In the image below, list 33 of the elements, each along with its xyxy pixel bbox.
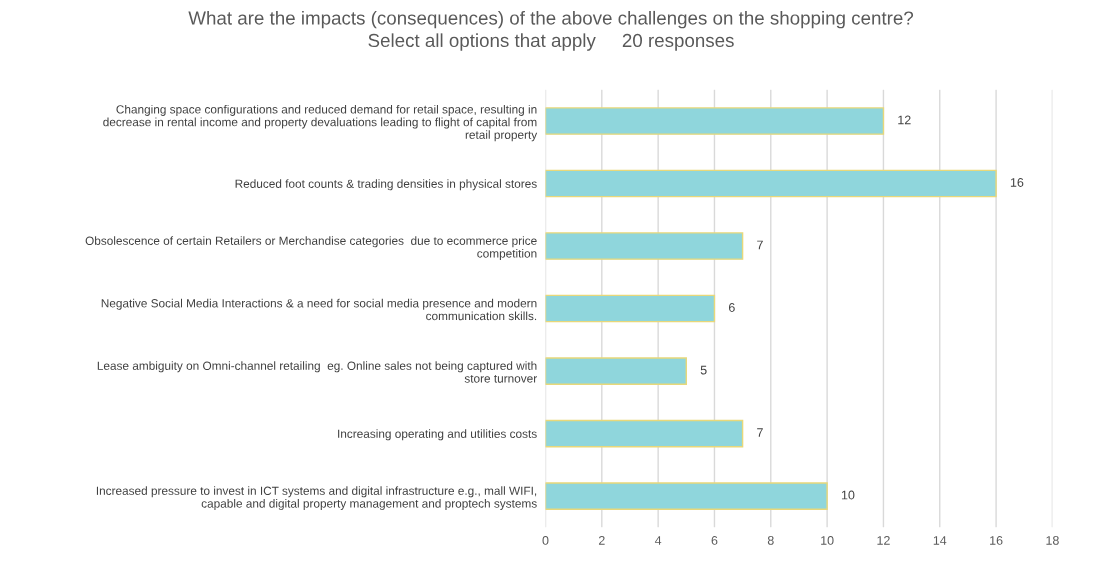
x-tick-label: 12 [877,536,890,545]
x-tick-label: 2 [598,536,605,545]
bar [545,482,828,510]
x-tick-label: 4 [654,536,662,545]
chart-title: What are the impacts (consequences) of the above challenges on the shopping centre? [188,10,914,29]
x-tick-label: 0 [542,536,549,545]
y-tick-label: Lease ambiguity on Omni-channel retailing eg. Online sales not being captured with store turnover [97,361,537,383]
x-tick-label: 10 [821,536,834,545]
data-label: 16 [1010,178,1024,187]
data-label: 12 [898,115,911,125]
bar [545,357,687,385]
bar [545,419,744,448]
x-tick-label: 18 [1046,536,1059,545]
bar [545,169,997,198]
y-tick-label: Reduced foot counts & trading densities in physical stores [235,179,537,191]
y-tick-label: Increasing operating and utilities costs [338,429,537,441]
bar [545,294,716,323]
x-tick-label: 16 [990,536,1003,545]
y-tick-label: Changing space configurations and reduced demand for retail space, resulting in decrease in rental income and property devaluations leading to flight of capital from retail property [103,104,538,142]
x-tick-label: 6 [711,536,718,545]
bar [545,107,885,135]
y-tick-label: Negative Social Media Interactions & a need for social media presence and modern communication skills. [101,298,537,321]
chart-subtitle: Select all options that apply 20 responses [368,33,734,51]
bar [545,232,744,260]
data-label: 7 [757,240,763,250]
data-label: 10 [841,490,855,500]
data-label: 7 [757,428,763,437]
x-tick-label: 8 [767,536,774,545]
x-tick-label: 14 [933,536,947,545]
data-label: 5 [700,365,707,375]
data-label: 6 [728,303,735,312]
y-tick-label: Increased pressure to invest in ICT systems and digital infrastructure e.g., mall WIFI, capable and digital property management and proptech systems [96,486,537,511]
y-tick-label: Obsolescence of certain Retailers or Merchandise categories due to ecommerce price competition [85,236,537,260]
